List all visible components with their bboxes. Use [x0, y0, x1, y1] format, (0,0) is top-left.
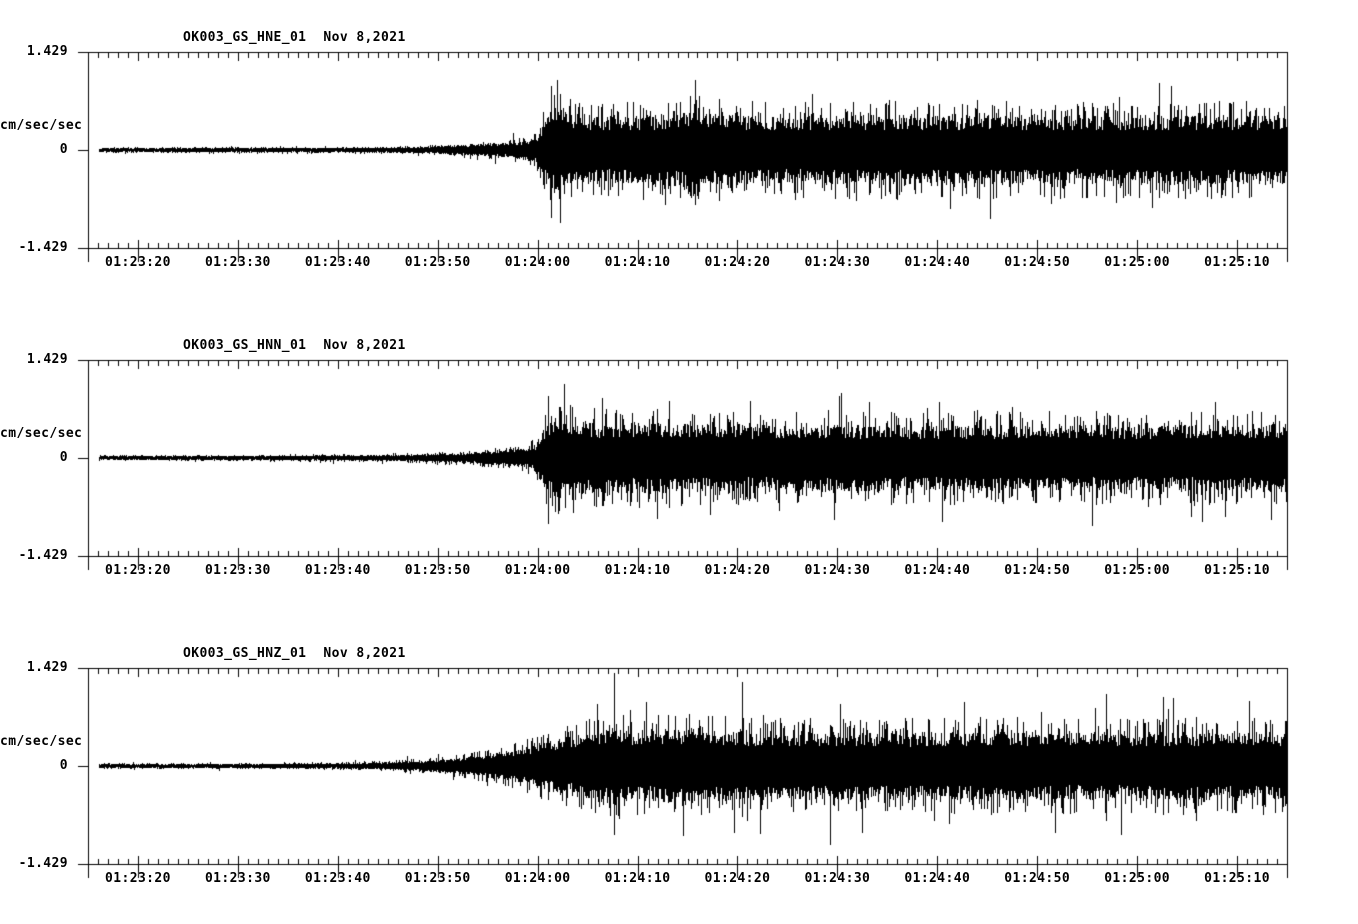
y-zero-label: 0: [59, 142, 68, 157]
time-tick-label: 01:25:00: [1104, 871, 1171, 886]
time-tick-label: 01:23:30: [204, 871, 271, 886]
time-tick-label: 01:25:00: [1104, 255, 1171, 270]
trace-station-label: OK003_GS_HNE_01: [183, 30, 307, 45]
time-tick-label: 01:23:30: [204, 255, 271, 270]
trace-title-row: OK003_GS_HNE_01 Nov 8,2021: [183, 30, 406, 45]
time-tick-label: 01:25:10: [1204, 255, 1270, 270]
time-tick-label: 01:25:10: [1204, 563, 1270, 578]
y-zero-label: 0: [59, 758, 68, 773]
y-min-label: -1.429: [18, 240, 68, 255]
y-max-label: 1.429: [26, 352, 68, 367]
trace-date-label: Nov 8,2021: [323, 646, 406, 661]
y-axis-unit-label: cm/sec/sec: [0, 118, 83, 133]
time-tick-label: 01:24:00: [504, 563, 571, 578]
y-max-label: 1.429: [26, 44, 68, 59]
time-tick-label: 01:24:20: [704, 871, 771, 886]
time-tick-label: 01:24:00: [504, 255, 571, 270]
time-tick-label: 01:25:00: [1104, 563, 1171, 578]
time-tick-label: 01:24:40: [904, 563, 971, 578]
y-axis-unit-label: cm/sec/sec: [0, 426, 83, 441]
time-tick-label: 01:23:20: [105, 871, 171, 886]
time-tick-label: 01:24:00: [504, 871, 571, 886]
trace-title-row: OK003_GS_HNZ_01 Nov 8,2021: [183, 646, 406, 661]
time-tick-label: 01:24:20: [704, 255, 771, 270]
time-tick-label: 01:24:10: [604, 871, 671, 886]
trace-date-label: Nov 8,2021: [323, 338, 406, 353]
time-tick-label: 01:23:50: [404, 563, 471, 578]
time-tick-label: 01:24:50: [1004, 563, 1071, 578]
time-tick-label: 01:24:30: [804, 255, 871, 270]
trace-date-label: Nov 8,2021: [323, 30, 406, 45]
time-tick-label: 01:23:40: [304, 255, 371, 270]
trace-station-label: OK003_GS_HNN_01: [183, 338, 307, 353]
time-tick-label: 01:24:50: [1004, 255, 1071, 270]
time-tick-label: 01:24:40: [904, 871, 971, 886]
time-tick-label: 01:23:20: [105, 563, 171, 578]
time-axis-labels: 01:23:20 01:23:30 01:23:40 01:23:50 01:24:00…: [0, 255, 1358, 271]
time-axis-labels: 01:23:20 01:23:30 01:23:40 01:23:50 01:24:00…: [0, 871, 1358, 887]
time-tick-label: 01:24:40: [904, 255, 971, 270]
trace-station-label: OK003_GS_HNZ_01: [183, 646, 307, 661]
time-tick-label: 01:23:50: [404, 255, 471, 270]
time-tick-label: 01:24:50: [1004, 871, 1071, 886]
time-tick-label: 01:25:10: [1204, 871, 1270, 886]
y-min-label: -1.429: [18, 856, 68, 871]
time-tick-label: 01:24:30: [804, 871, 871, 886]
time-tick-label: 01:23:30: [204, 563, 271, 578]
y-axis-unit-label: cm/sec/sec: [0, 734, 83, 749]
time-tick-label: 01:23:40: [304, 871, 371, 886]
time-axis-labels: 01:23:20 01:23:30 01:23:40 01:23:50 01:24:00…: [0, 563, 1358, 579]
time-tick-label: 01:24:20: [704, 563, 771, 578]
time-tick-label: 01:24:10: [604, 563, 671, 578]
y-min-label: -1.429: [18, 548, 68, 563]
time-tick-label: 01:24:30: [804, 563, 871, 578]
time-tick-label: 01:23:20: [105, 255, 171, 270]
time-tick-label: 01:23:40: [304, 563, 371, 578]
trace-title-row: OK003_GS_HNN_01 Nov 8,2021: [183, 338, 406, 353]
time-tick-label: 01:24:10: [604, 255, 671, 270]
y-zero-label: 0: [59, 450, 68, 465]
y-max-label: 1.429: [26, 660, 68, 675]
time-tick-label: 01:23:50: [404, 871, 471, 886]
